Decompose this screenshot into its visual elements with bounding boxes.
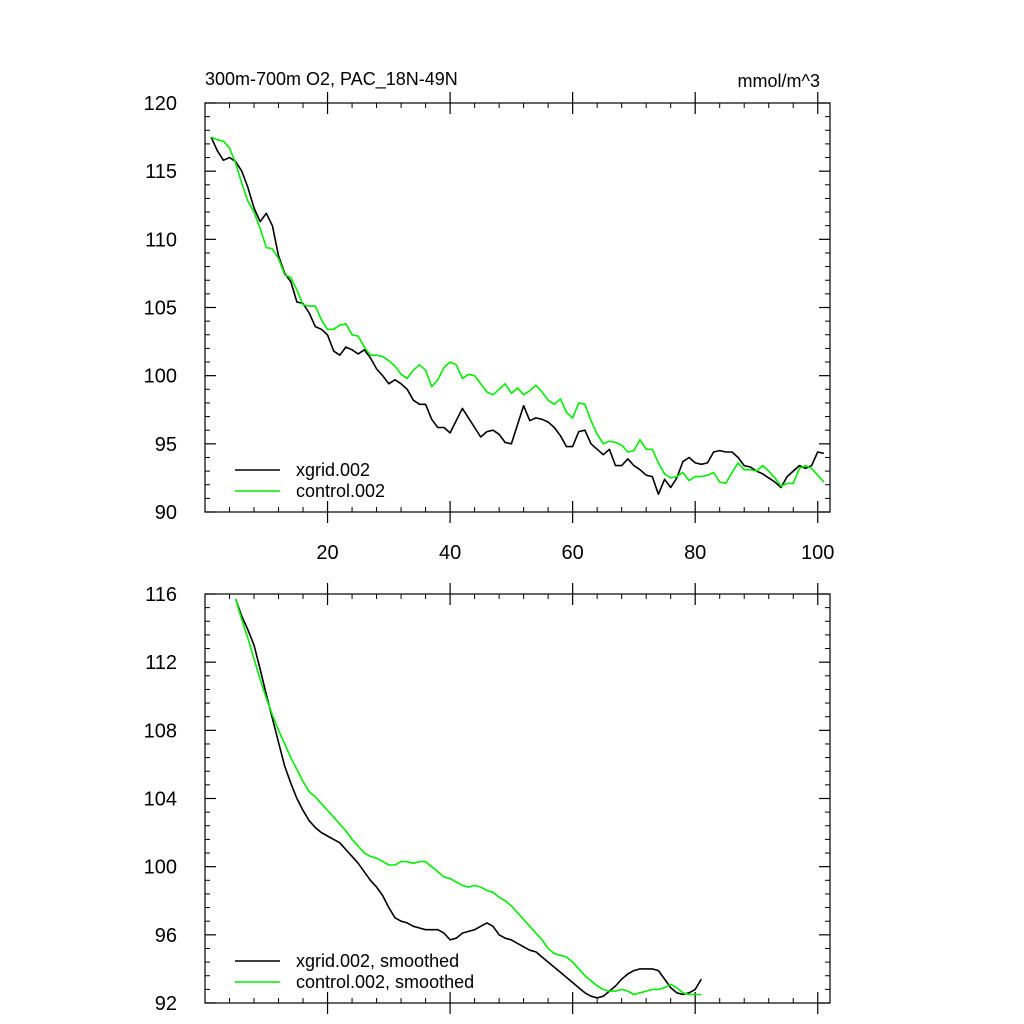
y-tick-label: 90 (155, 502, 177, 524)
y-tick-label: 108 (144, 720, 177, 742)
x-tick-label: 20 (316, 542, 338, 564)
y-tick-label: 104 (144, 789, 177, 811)
series-line-xgrid-002-smoothed (234, 598, 702, 999)
bottom-panel-smoothed-series: 92 96 100 104 108 112 116 xgrid.002, smoothedco… (144, 583, 831, 1015)
y-tick-label: 105 (144, 298, 177, 320)
y-tick-label: 92 (155, 993, 177, 1015)
legend-label: control.002 (296, 481, 385, 501)
legend-label: xgrid.002 (296, 460, 370, 480)
y-tick-label: 96 (155, 925, 177, 947)
x-tick-label: 40 (439, 542, 461, 564)
plot-frame (204, 102, 831, 513)
plot-frame (204, 593, 831, 1004)
x-tick-label: 80 (684, 542, 706, 564)
series-line-xgrid-002 (210, 136, 825, 496)
y-tick-label: 112 (145, 652, 177, 674)
y-tick-label: 95 (155, 434, 177, 456)
legend-label: xgrid.002, smoothed (296, 951, 459, 971)
series-line-control-002-smoothed (234, 598, 702, 996)
series-line-control-002 (210, 136, 825, 487)
x-tick-label: 100 (801, 542, 834, 564)
y-tick-label: 110 (145, 229, 177, 251)
top-panel-raw-series: 20 40 60 80 100 90 95 100 105 110 115 120 xgrid.002c… (144, 92, 834, 564)
figure-title: 300m-700m O2, PAC_18N-49N (205, 69, 458, 90)
y-tick-label: 100 (144, 857, 177, 879)
y-tick-label: 120 (144, 93, 177, 115)
x-tick-label: 60 (562, 542, 584, 564)
y-tick-label: 116 (145, 584, 177, 606)
units-label: mmol/m^3 (738, 71, 820, 91)
y-tick-label: 100 (144, 366, 177, 388)
y-tick-label: 115 (145, 161, 177, 183)
legend-label: control.002, smoothed (296, 972, 474, 992)
